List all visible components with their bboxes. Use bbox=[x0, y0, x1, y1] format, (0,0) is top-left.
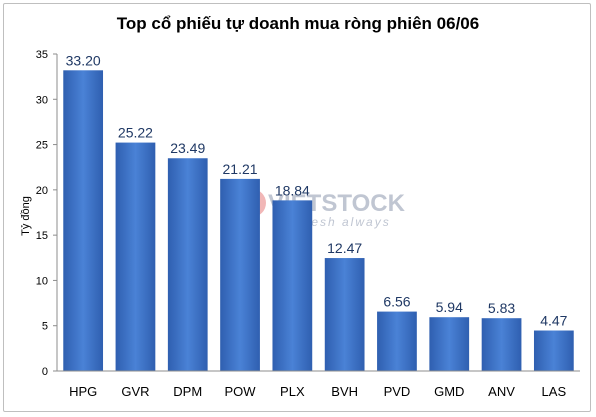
data-label: 21.21 bbox=[223, 161, 258, 177]
data-label: 5.83 bbox=[488, 300, 515, 316]
y-tick-label: 15 bbox=[36, 230, 48, 242]
watermark-tagline: fresh always bbox=[300, 215, 391, 229]
x-tick-label: PVD bbox=[384, 384, 411, 399]
x-tick-label: POW bbox=[225, 384, 257, 399]
watermark-logo: VIETSTOCK fresh always bbox=[238, 189, 406, 229]
data-label: 12.47 bbox=[327, 240, 362, 256]
bar-gvr bbox=[115, 142, 156, 371]
bar-pow bbox=[220, 178, 260, 371]
bar-plx bbox=[272, 200, 313, 371]
x-tick-label: GVR bbox=[121, 384, 149, 399]
y-axis: 0 5 10 15 20 25 30 35 bbox=[36, 49, 58, 378]
bar-dpm bbox=[167, 158, 208, 371]
bar-hpg bbox=[63, 70, 104, 371]
data-label: 33.20 bbox=[66, 52, 101, 68]
y-tick-label: 20 bbox=[36, 185, 48, 197]
x-tick-label: DPM bbox=[173, 384, 202, 399]
y-tick-label: 0 bbox=[42, 366, 48, 378]
bar-pvd bbox=[377, 311, 417, 371]
x-tick-label: LAS bbox=[542, 384, 567, 399]
x-tick-label: PLX bbox=[280, 384, 305, 399]
x-axis: HPG GVR DPM POW PLX BVH PVD GMD ANV LAS bbox=[57, 370, 580, 399]
x-tick-label: BVH bbox=[331, 384, 358, 399]
data-label: 23.49 bbox=[170, 140, 205, 156]
chart-title: Top cổ phiếu tự doanh mua ròng phiên 06/… bbox=[116, 14, 480, 33]
data-label: 5.94 bbox=[436, 299, 463, 315]
x-tick-label: GMD bbox=[434, 384, 464, 399]
bar-gmd bbox=[429, 317, 470, 371]
y-tick-label: 35 bbox=[36, 49, 48, 61]
data-label: 6.56 bbox=[383, 294, 410, 310]
x-tick-label: HPG bbox=[69, 384, 97, 399]
y-tick-label: 5 bbox=[42, 321, 48, 333]
y-tick-label: 10 bbox=[36, 275, 48, 287]
y-tick-label: 30 bbox=[36, 94, 48, 106]
x-tick-label: ANV bbox=[488, 384, 515, 399]
bar-bvh bbox=[324, 258, 365, 371]
y-tick-label: 25 bbox=[36, 140, 48, 152]
data-label: 25.22 bbox=[118, 125, 153, 141]
bars: 33.20 25.22 23.49 21.21 18.84 12.47 6.56 5.94 5.… bbox=[63, 52, 574, 371]
data-label: 4.47 bbox=[540, 313, 567, 329]
bar-anv bbox=[481, 318, 522, 371]
bar-las bbox=[533, 330, 574, 371]
data-label: 18.84 bbox=[275, 182, 310, 198]
